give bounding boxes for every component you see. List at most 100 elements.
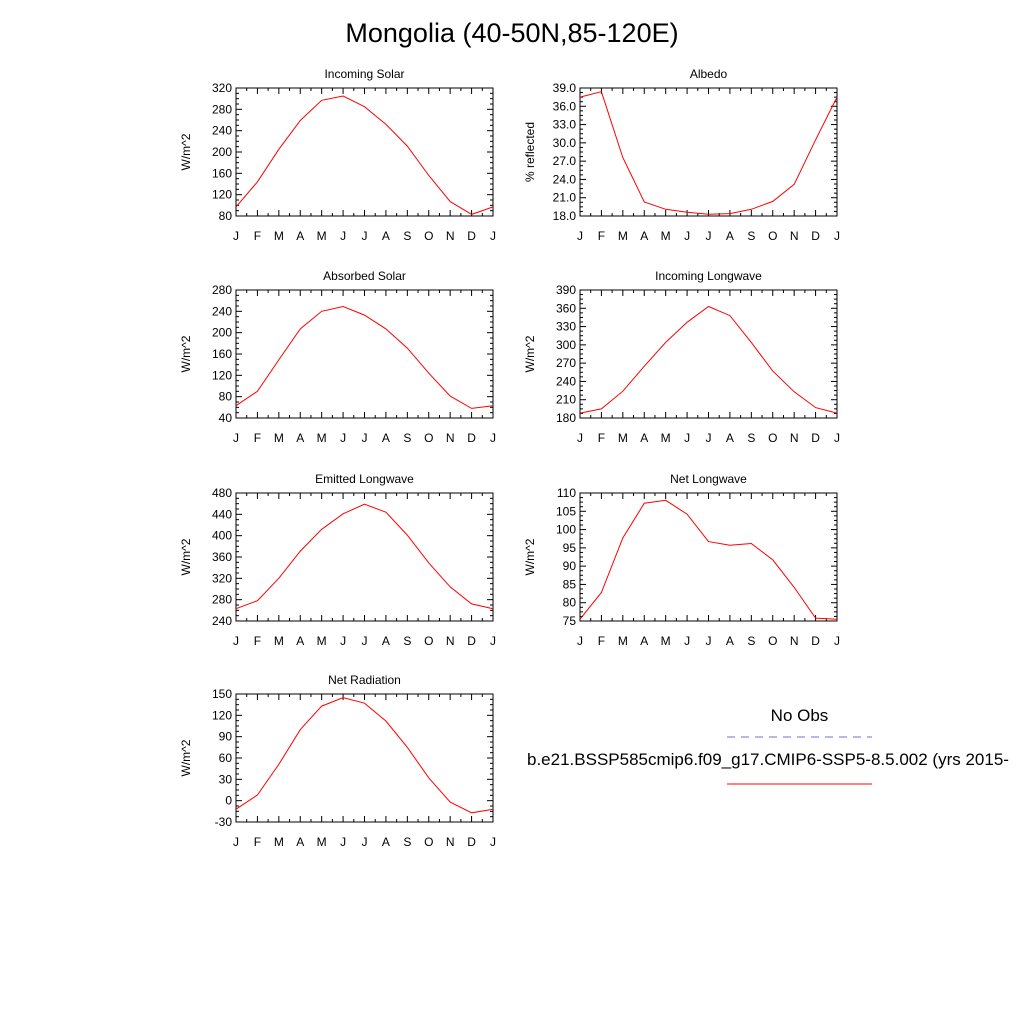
x-tick-label: J — [834, 229, 840, 243]
y-tick-label: 33.0 — [553, 118, 577, 132]
x-tick-label: J — [706, 634, 712, 648]
x-tick-label: D — [811, 229, 820, 243]
chart-title: Incoming Solar — [324, 67, 404, 81]
y-tick-label: 95 — [563, 541, 577, 555]
y-tick-label: 27.0 — [553, 154, 577, 168]
x-tick-label: S — [403, 431, 411, 445]
x-tick-label: M — [274, 431, 284, 445]
x-tick-label: O — [424, 835, 433, 849]
y-tick-label: 80 — [219, 209, 233, 223]
y-tick-label: 100 — [556, 523, 576, 537]
y-axis-label: W/m^2 — [523, 335, 537, 372]
y-tick-label: 120 — [212, 188, 232, 202]
x-tick-label: O — [768, 431, 777, 445]
y-tick-label: 36.0 — [553, 99, 577, 113]
y-tick-label: 400 — [212, 529, 232, 543]
x-tick-label: J — [340, 431, 346, 445]
x-tick-label: J — [834, 634, 840, 648]
x-tick-label: D — [811, 634, 820, 648]
x-tick-label: D — [811, 431, 820, 445]
chart-title: Absorbed Solar — [323, 269, 406, 283]
y-tick-label: 480 — [212, 486, 232, 500]
x-tick-label: J — [684, 431, 690, 445]
x-tick-label: J — [340, 835, 346, 849]
y-tick-label: 320 — [212, 81, 232, 95]
page-title: Mongolia (40-50N,85-120E) — [345, 18, 679, 48]
x-tick-label: J — [233, 431, 239, 445]
x-tick-label: S — [747, 229, 755, 243]
x-tick-label: A — [296, 229, 304, 243]
x-tick-label: J — [233, 229, 239, 243]
y-tick-label: 280 — [212, 102, 232, 116]
y-tick-label: 280 — [212, 593, 232, 607]
x-tick-label: D — [467, 634, 476, 648]
y-tick-label: 360 — [556, 301, 576, 315]
y-axis-label: W/m^2 — [179, 739, 193, 776]
y-tick-label: 320 — [212, 571, 232, 585]
plot-frame — [235, 693, 494, 823]
y-tick-label: 90 — [219, 730, 233, 744]
x-tick-label: S — [747, 634, 755, 648]
y-tick-label: 85 — [563, 577, 577, 591]
x-tick-label: M — [317, 431, 327, 445]
legend-case-label: b.e21.BSSP585cmip6.f09_g17.CMIP6-SSP5-8.… — [527, 750, 1009, 769]
x-tick-label: F — [254, 431, 261, 445]
chart-title: Emitted Longwave — [315, 472, 414, 486]
chart-title: Albedo — [690, 67, 728, 81]
y-tick-label: 200 — [212, 145, 232, 159]
x-tick-label: J — [490, 229, 496, 243]
x-tick-label: J — [577, 431, 583, 445]
y-tick-label: 240 — [556, 374, 576, 388]
x-tick-label: N — [790, 431, 799, 445]
y-tick-label: 21.0 — [553, 191, 577, 205]
x-tick-label: M — [274, 634, 284, 648]
x-tick-label: M — [317, 634, 327, 648]
x-tick-label: O — [768, 634, 777, 648]
x-tick-label: J — [340, 229, 346, 243]
x-tick-label: F — [254, 634, 261, 648]
y-tick-label: 240 — [212, 304, 232, 318]
x-tick-label: A — [640, 634, 648, 648]
y-axis-label: W/m^2 — [179, 335, 193, 372]
x-tick-label: J — [233, 835, 239, 849]
y-tick-label: 240 — [212, 124, 232, 138]
y-tick-label: 360 — [212, 550, 232, 564]
y-tick-label: 270 — [556, 356, 576, 370]
x-tick-label: M — [618, 634, 628, 648]
x-tick-label: A — [296, 835, 304, 849]
y-tick-label: -30 — [215, 815, 233, 829]
plot-frame — [235, 492, 494, 622]
x-tick-label: A — [726, 431, 734, 445]
y-tick-label: 39.0 — [553, 81, 577, 95]
x-tick-label: J — [362, 634, 368, 648]
x-tick-label: A — [382, 634, 390, 648]
x-tick-label: J — [490, 835, 496, 849]
y-tick-label: 30 — [219, 772, 233, 786]
x-tick-label: M — [661, 431, 671, 445]
series-line — [579, 305, 838, 414]
x-tick-label: M — [661, 634, 671, 648]
x-tick-label: J — [233, 634, 239, 648]
x-tick-label: O — [768, 229, 777, 243]
x-tick-label: S — [747, 431, 755, 445]
x-tick-label: J — [362, 835, 368, 849]
x-tick-label: J — [834, 431, 840, 445]
y-tick-label: 60 — [219, 751, 233, 765]
y-tick-label: 30.0 — [553, 136, 577, 150]
x-tick-label: M — [661, 229, 671, 243]
x-tick-label: J — [490, 634, 496, 648]
x-tick-label: M — [317, 229, 327, 243]
series-line — [235, 697, 494, 814]
y-tick-label: 105 — [556, 504, 576, 518]
series-line — [235, 503, 494, 610]
chart-title: Net Radiation — [328, 673, 401, 687]
y-tick-label: 180 — [556, 411, 576, 425]
x-tick-label: M — [317, 835, 327, 849]
y-tick-label: 390 — [556, 283, 576, 297]
x-tick-label: J — [362, 431, 368, 445]
legend-obs-label: No Obs — [770, 706, 829, 725]
